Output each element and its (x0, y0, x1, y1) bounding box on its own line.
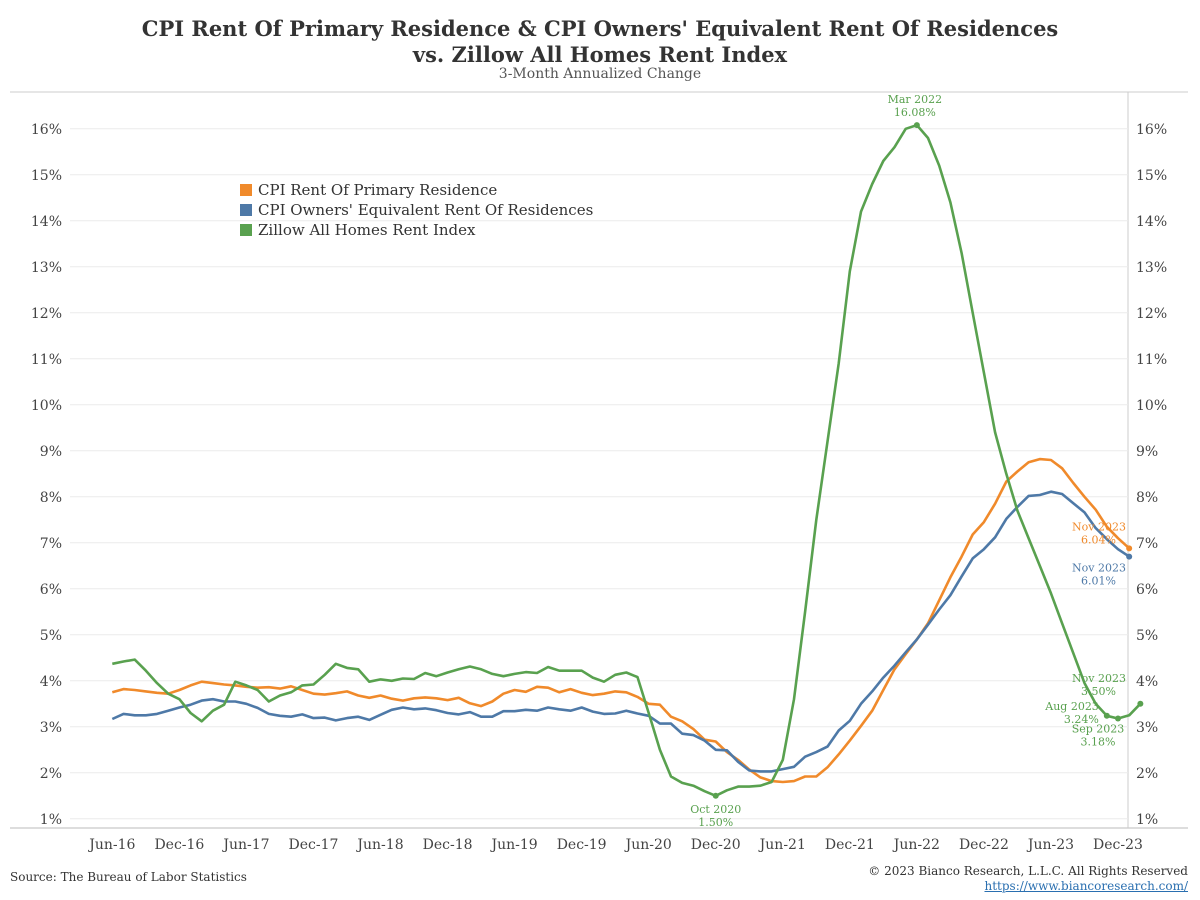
legend-item-zillow: Zillow All Homes Rent Index (240, 220, 593, 240)
end-label-cpi-rent-date: Nov 2023 (1072, 520, 1126, 533)
x-tick-label: Dec-16 (154, 837, 204, 853)
legend-swatch-cpi-rent (240, 184, 252, 196)
x-tick-label: Jun-18 (355, 837, 403, 853)
y-tick-label-right: 11% (1136, 352, 1167, 368)
annotation-marker (712, 792, 719, 799)
annotation-marker (1103, 712, 1110, 719)
copyright-note: © 2023 Bianco Research, L.L.C. All Right… (868, 864, 1188, 878)
y-tick-label-right: 15% (1136, 168, 1167, 184)
y-tick-label-right: 3% (1136, 720, 1158, 736)
legend-label-cpi-rent: CPI Rent Of Primary Residence (258, 181, 498, 199)
end-label-zillow-value: 3.50% (1081, 685, 1116, 698)
x-tick-label: Jun-19 (490, 837, 538, 853)
y-tick-label-left: 16% (31, 122, 62, 138)
chart-subtitle: 3-Month Annualized Change (498, 66, 702, 82)
annotation-date: Aug 2023 (1044, 700, 1099, 713)
chart-legend: CPI Rent Of Primary Residence CPI Owners… (240, 180, 593, 240)
annotation-marker (1115, 715, 1121, 722)
x-tick-label: Jun-20 (624, 837, 672, 853)
y-tick-label-left: 10% (31, 398, 62, 414)
chart-title-line2: vs. Zillow All Homes Rent Index (412, 42, 788, 67)
series-end-marker-0 (1126, 545, 1133, 552)
x-tick-label: Jun-17 (221, 837, 269, 853)
legend-item-oer: CPI Owners' Equivalent Rent Of Residence… (240, 200, 593, 220)
x-tick-label: Jun-16 (87, 837, 135, 853)
x-tick-label: Dec-22 (959, 837, 1009, 853)
annotation-value: 16.08% (894, 106, 936, 119)
x-tick-label: Dec-17 (289, 837, 339, 853)
x-tick-label: Dec-21 (825, 837, 875, 853)
y-tick-label-right: 6% (1136, 582, 1158, 598)
y-tick-label-left: 3% (40, 720, 62, 736)
series-line-2 (112, 123, 1142, 798)
end-label-oer-value: 6.01% (1081, 575, 1116, 588)
end-label-oer-date: Nov 2023 (1072, 562, 1126, 575)
website-link[interactable]: https://www.biancoresearch.com/ (984, 879, 1188, 893)
y-tick-label-right: 16% (1136, 122, 1167, 138)
legend-label-oer: CPI Owners' Equivalent Rent Of Residence… (258, 201, 594, 219)
x-tick-label: Jun-21 (758, 837, 806, 853)
y-tick-label-left: 11% (31, 352, 62, 368)
chart-title-line1: CPI Rent Of Primary Residence & CPI Owne… (141, 16, 1059, 41)
x-tick-label: Dec-20 (691, 837, 741, 853)
x-tick-label: Jun-23 (1026, 837, 1074, 853)
source-note: Source: The Bureau of Labor Statistics (10, 870, 247, 884)
y-tick-label-right: 10% (1136, 398, 1167, 414)
end-label-zillow-date: Nov 2023 (1072, 672, 1126, 685)
series-end-marker-2 (1137, 700, 1144, 707)
annotation-value: 3.24% (1064, 713, 1099, 726)
y-tick-label-left: 5% (40, 628, 62, 644)
y-tick-label-right: 9% (1136, 444, 1158, 460)
y-tick-label-right: 13% (1136, 260, 1167, 276)
y-tick-label-left: 8% (40, 490, 62, 506)
y-tick-label-left: 6% (40, 582, 62, 598)
y-tick-label-right: 7% (1136, 536, 1158, 552)
annotation-value: 3.18% (1081, 736, 1116, 749)
y-tick-label-right: 5% (1136, 628, 1158, 644)
y-tick-label-right: 2% (1136, 766, 1158, 782)
y-tick-label-right: 8% (1136, 490, 1158, 506)
annotation-date: Mar 2022 (888, 93, 943, 106)
x-tick-label: Dec-19 (557, 837, 607, 853)
x-tick-label: Dec-18 (423, 837, 473, 853)
annotation-date: Oct 2020 (690, 803, 741, 816)
y-tick-label-left: 4% (40, 674, 62, 690)
y-tick-label-left: 7% (40, 536, 62, 552)
annotation-value: 1.50% (698, 816, 733, 829)
y-tick-label-right: 14% (1136, 214, 1167, 230)
y-tick-label-left: 13% (31, 260, 62, 276)
y-tick-label-left: 14% (31, 214, 62, 230)
y-tick-label-left: 12% (31, 306, 62, 322)
x-tick-label: Jun-22 (892, 837, 940, 853)
y-tick-label-right: 4% (1136, 674, 1158, 690)
y-tick-label-right: 12% (1136, 306, 1167, 322)
series-line-0 (111, 457, 1131, 784)
series-line-1 (111, 490, 1130, 773)
series-end-marker-1 (1126, 553, 1133, 560)
y-tick-label-left: 1% (40, 812, 62, 828)
legend-swatch-oer (240, 204, 252, 216)
annotation-date: Sep 2023 (1072, 723, 1125, 736)
y-tick-label-left: 15% (31, 168, 62, 184)
y-tick-label-left: 9% (40, 444, 62, 460)
y-tick-label-left: 2% (40, 766, 62, 782)
x-tick-label: Dec-23 (1093, 837, 1143, 853)
y-tick-label-right: 1% (1136, 812, 1158, 828)
annotation-marker (913, 122, 920, 129)
legend-label-zillow: Zillow All Homes Rent Index (258, 221, 476, 239)
legend-item-cpi-rent: CPI Rent Of Primary Residence (240, 180, 593, 200)
legend-swatch-zillow (240, 224, 252, 236)
end-label-cpi-rent-value: 6.04% (1081, 533, 1116, 546)
